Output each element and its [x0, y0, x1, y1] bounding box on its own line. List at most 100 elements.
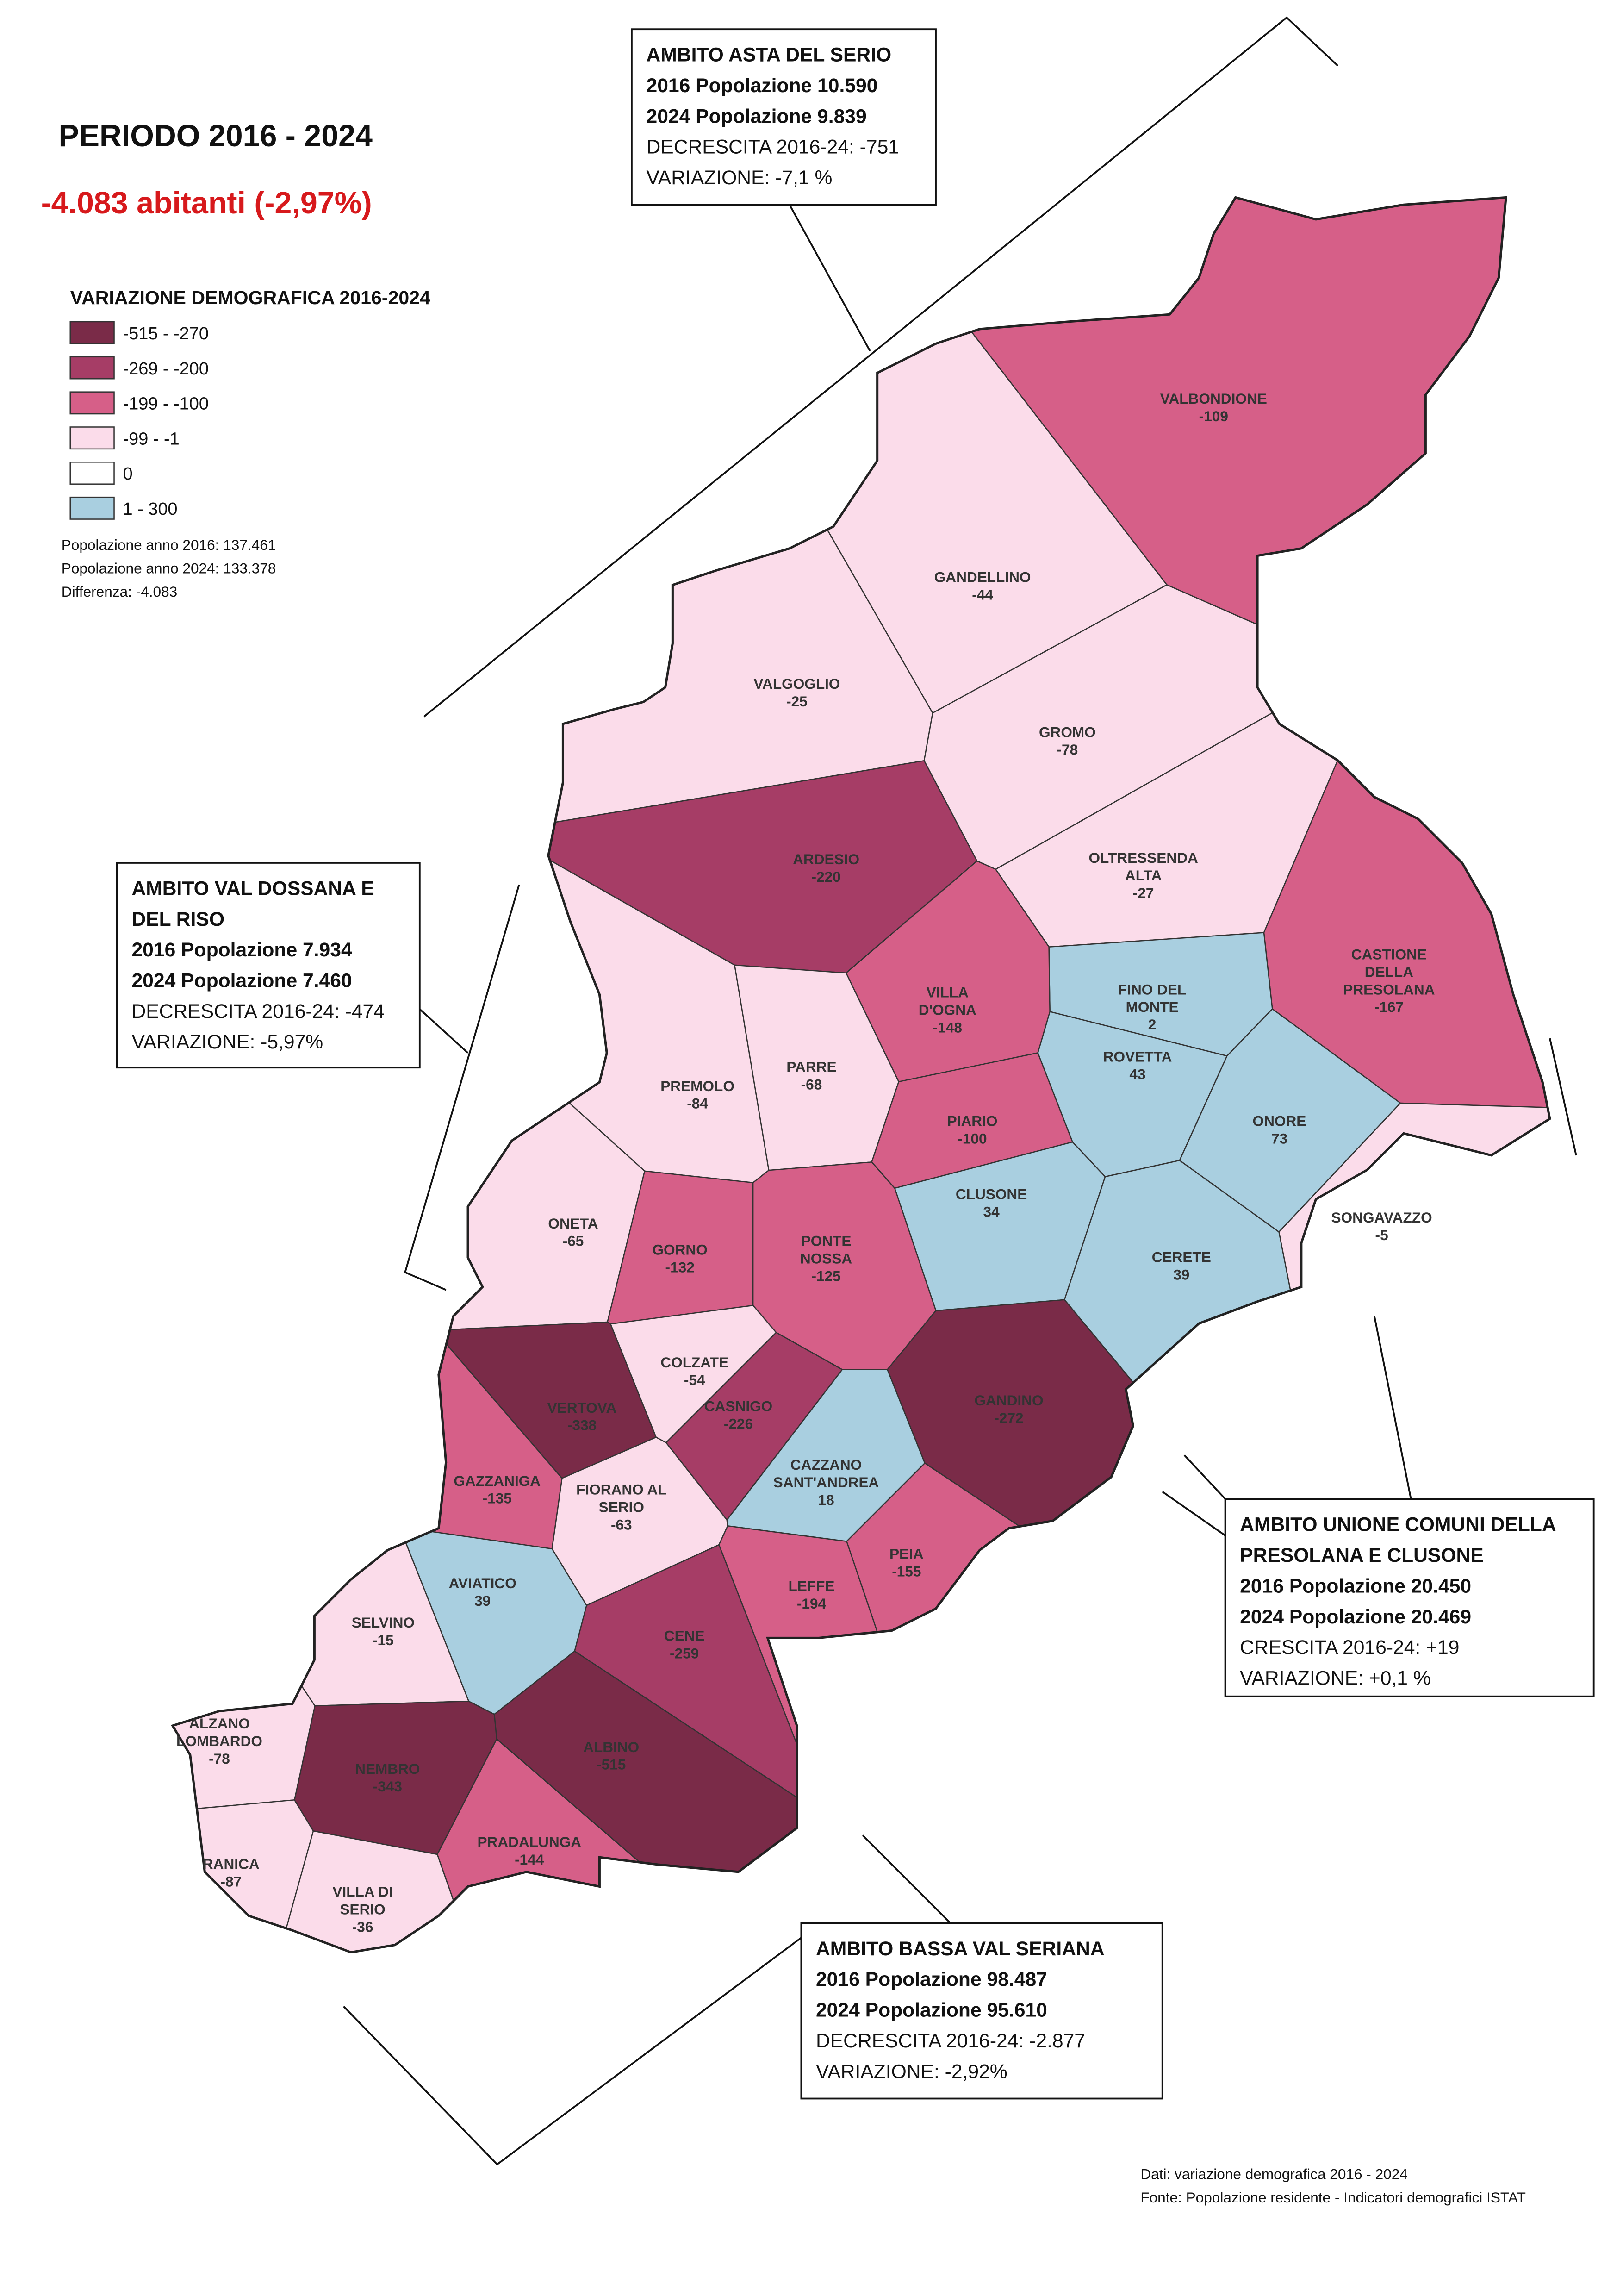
- municipality-name: SERIO: [599, 1499, 644, 1516]
- municipality-name: FIORANO AL: [576, 1481, 666, 1498]
- municipality-name: SERIO: [340, 1901, 385, 1917]
- ambito-line: 2016 Popolazione 10.590: [647, 75, 878, 97]
- municipality-value: -27: [1133, 885, 1154, 901]
- municipality-value: 34: [983, 1203, 1000, 1220]
- municipality-name: CLUSONE: [956, 1186, 1027, 1203]
- municipality-value: 18: [818, 1491, 834, 1508]
- municipality-name: NEMBRO: [355, 1760, 420, 1777]
- ambito-line: VARIAZIONE: -2,92%: [816, 2060, 1007, 2083]
- footer-line: Dati: variazione demografica 2016 - 2024: [1140, 2165, 1408, 2182]
- municipality-value: -338: [567, 1417, 597, 1434]
- ambito-title: AMBITO BASSA VAL SERIANA: [816, 1938, 1105, 1960]
- ambito-line: VARIAZIONE: +0,1 %: [1240, 1667, 1431, 1689]
- municipality-value: -78: [1057, 741, 1078, 758]
- municipality-value: 73: [1271, 1130, 1287, 1147]
- municipality-value: 2: [1148, 1016, 1157, 1033]
- municipality-value: -36: [352, 1918, 373, 1935]
- municipality-name: SANT'ANDREA: [773, 1474, 879, 1491]
- legend-label: -99 - -1: [123, 429, 180, 449]
- municipality-name: CASTIONE: [1351, 946, 1427, 962]
- municipality-value: -100: [958, 1130, 987, 1147]
- municipality-value: -515: [597, 1756, 626, 1773]
- municipalities: [171, 196, 1551, 1954]
- municipality-labels: VALBONDIONE-109GANDELLINO-44VALGOGLIO-25…: [176, 390, 1435, 1935]
- municipality-name: ONETA: [548, 1215, 598, 1232]
- municipality-name: GORNO: [653, 1242, 708, 1258]
- municipality-value: -68: [801, 1076, 822, 1093]
- municipality-value: -259: [670, 1645, 699, 1662]
- leader-line: [789, 204, 871, 352]
- municipality-name: LEFFE: [789, 1578, 835, 1594]
- municipality-value: -194: [797, 1595, 827, 1612]
- municipality-name: GAZZANIGA: [454, 1472, 541, 1489]
- municipality-name: PARRE: [786, 1059, 836, 1075]
- municipality-value: -44: [972, 586, 993, 603]
- legend-label: -199 - -100: [123, 394, 209, 414]
- municipality-value: -144: [515, 1851, 544, 1868]
- municipality-value: -84: [687, 1095, 708, 1112]
- municipality-name: GANDELLINO: [934, 568, 1031, 585]
- municipality-value: -25: [786, 693, 808, 710]
- legend-title: VARIAZIONE DEMOGRAFICA 2016-2024: [70, 287, 430, 308]
- municipality-name: OLTRESSENDA: [1089, 849, 1198, 866]
- ambito-line: 2024 Popolazione 20.469: [1240, 1606, 1471, 1628]
- legend-swatch: [69, 462, 115, 485]
- legend-note: Differenza: -4.083: [62, 583, 177, 600]
- municipality-value: 39: [474, 1592, 491, 1609]
- legend-swatch: [69, 496, 115, 520]
- ambito-line: 2016 Popolazione 7.934: [131, 939, 352, 961]
- municipality-value: -63: [611, 1516, 632, 1533]
- ambito-outline: [404, 884, 520, 1291]
- municipality-name: PONTE: [801, 1233, 852, 1249]
- legend-label: 0: [123, 464, 133, 484]
- municipality-value: -167: [1374, 998, 1404, 1015]
- municipality-name: VALBONDIONE: [1160, 390, 1267, 407]
- municipality-value: -148: [933, 1019, 962, 1036]
- municipality-value: 39: [1173, 1266, 1189, 1283]
- municipality-name: AVIATICO: [449, 1575, 516, 1591]
- municipality-name: FINO DEL: [1118, 981, 1186, 998]
- municipality-name: VILLA: [927, 984, 969, 1001]
- municipality-name: PRESOLANA: [1343, 981, 1435, 998]
- ambito-line: VARIAZIONE: -7,1 %: [647, 167, 833, 189]
- leader-line: [419, 1008, 469, 1054]
- ambito-line: DECRESCITA 2016-24: -751: [647, 136, 900, 158]
- ambito-outline: [1183, 1454, 1226, 1500]
- map-subtitle: -4.083 abitanti (-2,97%): [41, 186, 372, 220]
- legend-swatch: [69, 391, 115, 415]
- municipality-name: ONORE: [1253, 1113, 1306, 1129]
- footer-line: Fonte: Popolazione residente - Indicator…: [1140, 2189, 1526, 2206]
- legend-label: 1 - 300: [123, 499, 178, 519]
- leader-line: [1373, 1316, 1412, 1499]
- municipality-name: CENE: [664, 1628, 705, 1644]
- municipality-value: -155: [892, 1563, 921, 1580]
- municipality-value: -135: [483, 1490, 512, 1507]
- ambito-line: CRESCITA 2016-24: +19: [1240, 1636, 1459, 1659]
- municipality-name: CERETE: [1152, 1248, 1211, 1265]
- ambito-line: VARIAZIONE: -5,97%: [131, 1031, 323, 1053]
- municipality-value: -132: [665, 1259, 695, 1276]
- municipality-name: ALBINO: [583, 1739, 639, 1755]
- municipality-value: -272: [994, 1410, 1023, 1426]
- municipality-value: -87: [220, 1873, 242, 1890]
- municipality-name: CAZZANO: [790, 1456, 862, 1473]
- municipality-name: MONTE: [1126, 998, 1179, 1015]
- municipality-name: GROMO: [1039, 724, 1096, 740]
- municipality-name: ARDESIO: [793, 851, 859, 867]
- municipality-name: SONGAVAZZO: [1331, 1209, 1432, 1226]
- ambito-box: [1224, 1498, 1595, 1697]
- ambito-line: 2016 Popolazione 20.450: [1240, 1575, 1471, 1597]
- legend-swatch: [69, 321, 115, 344]
- municipality-value: -220: [811, 868, 840, 885]
- territory-outline: [171, 196, 1551, 1954]
- municipality-value: -65: [563, 1233, 584, 1249]
- municipality-name: PRADALUNGA: [477, 1834, 581, 1850]
- ambito-title: AMBITO VAL DOSSANA E: [131, 877, 374, 899]
- municipality-name: DELLA: [1365, 963, 1413, 980]
- municipality-name: VERTOVA: [547, 1399, 617, 1416]
- municipality-name: ROVETTA: [1103, 1048, 1172, 1065]
- municipality-name: PIARIO: [947, 1113, 998, 1129]
- ambito-outline: [423, 16, 1339, 718]
- ambito-outlines: [343, 16, 1577, 2166]
